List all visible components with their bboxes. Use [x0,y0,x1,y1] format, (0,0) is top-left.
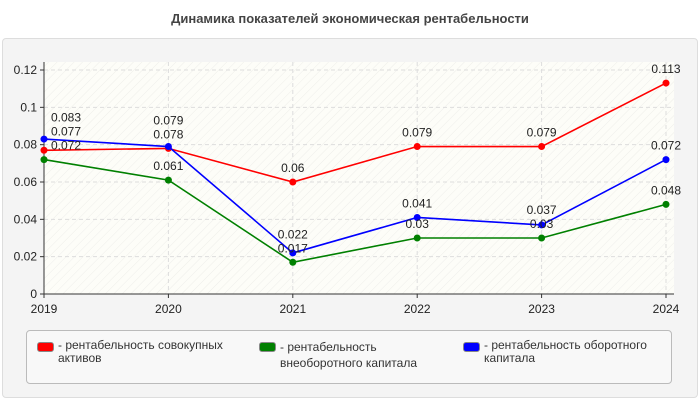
data-point [40,146,48,154]
y-tick-label: 0.04 [14,212,38,226]
data-point [662,200,670,208]
legend-item[interactable]: - рентабельность совокупных активов [37,339,227,365]
data-label: 0.113 [651,62,680,76]
legend-label: - рентабельность внеоборотного капитала [280,340,417,370]
data-label: 0.017 [278,241,308,255]
legend-swatch [37,342,54,352]
data-label: 0.079 [153,113,183,127]
legend: - рентабельность совокупных активов - рен… [26,330,672,384]
data-point [413,143,421,151]
y-tick-label: 0.1 [20,100,37,114]
x-tick-label: 2023 [528,302,555,316]
chart-title: Динамика показателей экономическая рента… [171,11,529,26]
data-label: 0.077 [51,125,81,139]
legend-item[interactable]: - рентабельность оборотного капитала [463,339,663,365]
data-point [40,156,48,164]
data-label: 0.03 [406,217,430,231]
data-label: 0.041 [402,196,432,210]
data-point [538,221,546,229]
legend-swatch [463,342,480,352]
data-label: 0.079 [402,126,432,140]
y-tick-label: 0.12 [14,63,38,77]
series-line-2 [43,138,667,254]
data-label: 0.037 [527,203,557,217]
data-point [289,178,297,186]
data-label: 0.079 [527,126,557,140]
data-point [538,143,546,151]
legend-item[interactable]: - рентабельность внеоборотного капитала [259,339,419,371]
data-point [662,79,670,87]
x-tick-label: 2019 [31,302,58,316]
data-point [413,213,421,221]
data-point [40,135,48,143]
data-point [662,156,670,164]
y-tick-label: 0.06 [14,175,38,189]
data-point [289,249,297,257]
x-tick-label: 2024 [653,302,680,316]
series-line-0 [43,82,667,183]
data-label: 0.03 [530,217,554,231]
data-point [413,234,421,242]
y-tick-label: 0.02 [14,250,38,264]
plot-area [44,62,674,294]
x-tick-label: 2022 [404,302,431,316]
data-label: 0.078 [153,127,183,141]
data-label: 0.072 [51,139,81,153]
data-label: 0.061 [153,159,183,173]
data-label: 0.048 [651,183,681,197]
data-point [164,143,172,151]
data-point [164,176,172,184]
x-tick-label: 2020 [155,302,182,316]
data-label: 0.072 [651,139,681,153]
legend-label: - рентабельность совокупных активов [58,338,223,365]
y-tick-label: 0.08 [14,138,38,152]
legend-label: - рентабельность оборотного капитала [484,338,647,365]
data-label: 0.06 [281,161,305,175]
line-chart: 0 0.02 0.04 0.06 0.08 0.1 0.12 2019 2020 2021 2022… [14,62,681,316]
data-label: 0.022 [278,227,308,241]
y-tick-label: 0 [30,287,37,301]
series-line-1 [43,158,667,264]
data-label: 0.083 [51,111,81,125]
x-tick-label: 2021 [279,302,306,316]
legend-swatch [259,342,276,352]
data-point [538,234,546,242]
data-point [289,258,297,266]
